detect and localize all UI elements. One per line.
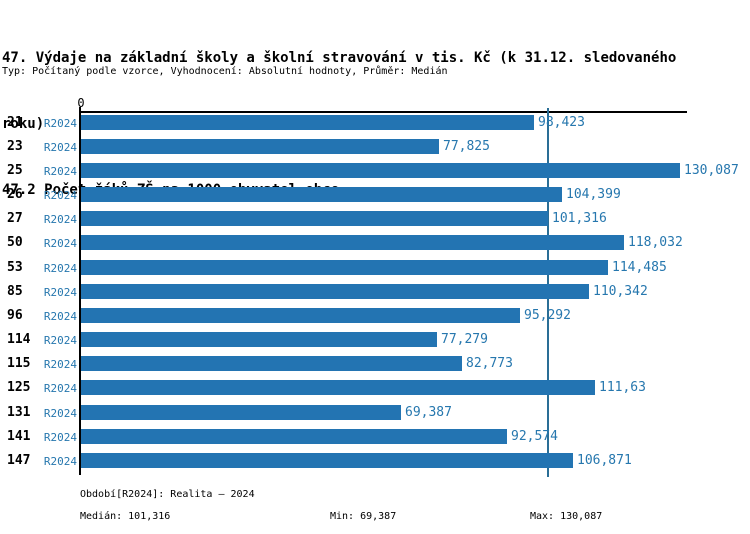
bar xyxy=(81,260,608,275)
value-label: 98,423 xyxy=(538,115,585,130)
value-label: 92,574 xyxy=(511,429,558,444)
chart-row: 23 R2024 77,825 xyxy=(0,139,750,154)
row-category-label: 125 xyxy=(7,380,31,395)
row-series-label: R2024 xyxy=(43,286,77,299)
bar xyxy=(81,139,439,154)
row-series-label: R2024 xyxy=(43,141,77,154)
bar xyxy=(81,211,548,226)
row-category-label: 141 xyxy=(7,429,31,444)
chart-row: 26 R2024 104,399 xyxy=(0,187,750,202)
row-series-label: R2024 xyxy=(43,165,77,178)
value-label: 82,773 xyxy=(466,356,513,371)
chart-row: 141 R2024 92,574 xyxy=(0,429,750,444)
row-series-label: R2024 xyxy=(43,358,77,371)
period-label: Období[R2024]: Realita – 2024 xyxy=(80,489,255,500)
chart-row: 147 R2024 106,871 xyxy=(0,453,750,468)
value-label: 114,485 xyxy=(612,260,667,275)
bar xyxy=(81,380,595,395)
bar xyxy=(81,429,507,444)
x-axis-top-border xyxy=(79,111,687,113)
bar xyxy=(81,187,562,202)
chart-row: 25 R2024 130,087 xyxy=(0,163,750,178)
row-series-label: R2024 xyxy=(43,189,77,202)
chart-row: 85 R2024 110,342 xyxy=(0,284,750,299)
value-label: 118,032 xyxy=(628,235,683,250)
row-category-label: 53 xyxy=(7,260,23,275)
row-series-label: R2024 xyxy=(43,237,77,250)
row-series-label: R2024 xyxy=(43,117,77,130)
bar xyxy=(81,405,401,420)
value-label: 111,63 xyxy=(599,380,646,395)
bar xyxy=(81,115,534,130)
row-series-label: R2024 xyxy=(43,213,77,226)
chart-row: 53 R2024 114,485 xyxy=(0,260,750,275)
chart-title: 47. Výdaje na základní školy a školní st… xyxy=(2,3,676,223)
row-category-label: 85 xyxy=(7,284,23,299)
chart-row: 114 R2024 77,279 xyxy=(0,332,750,347)
bar xyxy=(81,235,624,250)
bar xyxy=(81,332,437,347)
max-stat: Max: 130,087 xyxy=(530,511,603,522)
chart-row: 50 R2024 118,032 xyxy=(0,235,750,250)
bar xyxy=(81,308,520,323)
value-label: 106,871 xyxy=(577,453,632,468)
value-label: 95,292 xyxy=(524,308,571,323)
row-series-label: R2024 xyxy=(43,407,77,420)
row-category-label: 21 xyxy=(7,115,23,130)
min-stat: Min: 69,387 xyxy=(330,511,397,522)
value-label: 104,399 xyxy=(566,187,621,202)
row-category-label: 147 xyxy=(7,453,31,468)
chart-row: 27 R2024 101,316 xyxy=(0,211,750,226)
row-series-label: R2024 xyxy=(43,431,77,444)
value-label: 110,342 xyxy=(593,284,648,299)
chart-row: 21 R2024 98,423 xyxy=(0,115,750,130)
chart-row: 125 R2024 111,63 xyxy=(0,380,750,395)
bar xyxy=(81,453,573,468)
chart-row: 96 R2024 95,292 xyxy=(0,308,750,323)
row-category-label: 131 xyxy=(7,405,31,420)
y-axis-line xyxy=(79,107,81,475)
chart-title-line2: roku) xyxy=(2,116,45,132)
row-category-label: 26 xyxy=(7,187,23,202)
row-series-label: R2024 xyxy=(43,334,77,347)
chart-row: 115 R2024 82,773 xyxy=(0,356,750,371)
row-category-label: 27 xyxy=(7,211,23,226)
value-label: 77,279 xyxy=(441,332,488,347)
x-axis-zero-tick-label: 0 xyxy=(77,96,85,110)
row-category-label: 115 xyxy=(7,356,31,371)
row-series-label: R2024 xyxy=(43,310,77,323)
bar xyxy=(81,356,462,371)
value-label: 77,825 xyxy=(443,139,490,154)
chart-meta-info: Typ: Počítaný podle vzorce, Vyhodnocení:… xyxy=(2,66,448,77)
value-label: 101,316 xyxy=(552,211,607,226)
chart-title-line1: 47. Výdaje na základní školy a školní st… xyxy=(2,50,677,66)
row-series-label: R2024 xyxy=(43,382,77,395)
row-series-label: R2024 xyxy=(43,455,77,468)
row-category-label: 25 xyxy=(7,163,23,178)
median-stat: Medián: 101,316 xyxy=(80,511,171,522)
bar xyxy=(81,284,589,299)
bar xyxy=(81,163,680,178)
value-label: 130,087 xyxy=(684,163,739,178)
row-category-label: 50 xyxy=(7,235,23,250)
chart-row: 131 R2024 69,387 xyxy=(0,405,750,420)
row-category-label: 114 xyxy=(7,332,31,347)
row-category-label: 23 xyxy=(7,139,23,154)
value-label: 69,387 xyxy=(405,405,452,420)
row-category-label: 96 xyxy=(7,308,23,323)
row-series-label: R2024 xyxy=(43,262,77,275)
